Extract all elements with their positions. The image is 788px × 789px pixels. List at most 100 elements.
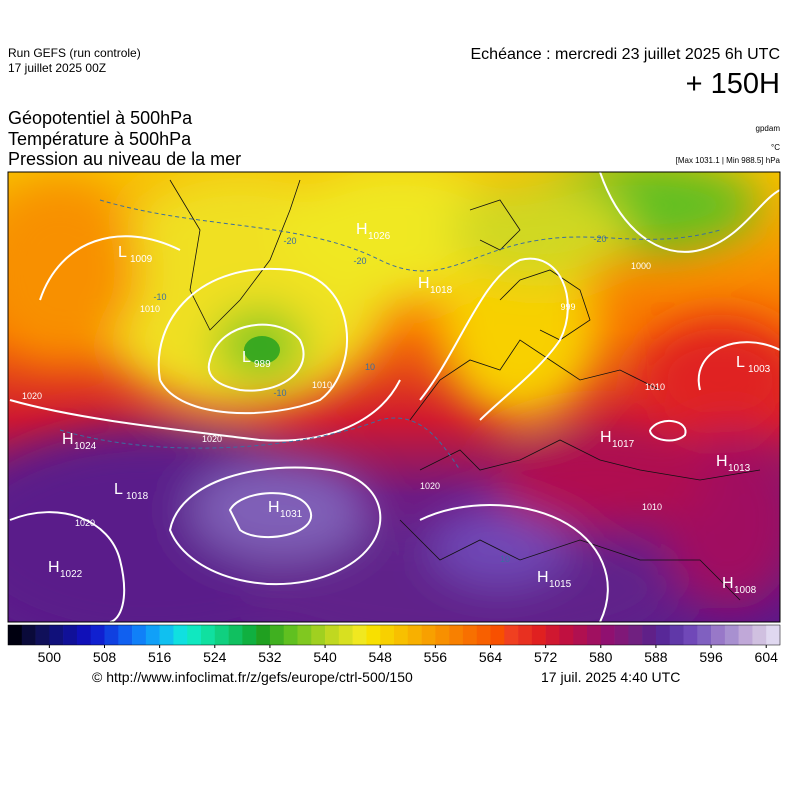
colorbar-swatch — [435, 625, 450, 645]
center-value: 1015 — [549, 579, 572, 590]
isobars — [9, 172, 780, 622]
colorbar-swatch — [490, 625, 505, 645]
colorbar-tick-label: 596 — [699, 649, 723, 665]
isobar-label: 1000 — [631, 261, 651, 271]
center-letter: H — [356, 221, 368, 238]
valid-time: Echéance : mercredi 23 juillet 2025 6h U… — [470, 46, 781, 63]
isobar-label: 999 — [560, 302, 575, 312]
colorbar-swatch — [8, 625, 23, 645]
colorbar-swatch — [738, 625, 753, 645]
lead-time: + 150H — [685, 68, 780, 100]
isotherms — [59, 199, 721, 471]
center-letter: H — [722, 575, 734, 592]
center-value: 1009 — [130, 254, 153, 265]
colorbar-frame — [7, 624, 781, 646]
colorbar-swatch — [187, 625, 202, 645]
center-letter: H — [716, 453, 728, 470]
colorbar-swatch — [283, 625, 298, 645]
isobar-label: 1020 — [202, 434, 222, 444]
colorbar-swatch — [159, 625, 174, 645]
colorbar-swatch — [104, 625, 119, 645]
colorbar-swatch — [173, 625, 188, 645]
colorbar-swatch — [132, 625, 147, 645]
center-letter: L — [114, 481, 123, 498]
isobar-label: 1010 — [645, 382, 665, 392]
colorbar-swatch — [325, 625, 340, 645]
colorbar-swatch — [476, 625, 491, 645]
center-value: 1022 — [60, 569, 83, 580]
colorbar-swatch — [559, 625, 574, 645]
center-letter: L — [118, 244, 127, 261]
colorbar-swatch — [655, 625, 671, 645]
colorbar-swatch — [766, 625, 781, 645]
colorbar-tick-label: 524 — [203, 649, 227, 665]
temperature-label: -10 — [153, 292, 166, 302]
colorbar-swatch — [269, 625, 285, 645]
colorbar-swatch — [573, 625, 588, 645]
colorbar-swatch — [587, 625, 602, 645]
colorbar-swatch — [201, 625, 216, 645]
center-letter: H — [418, 275, 430, 292]
center-letter: H — [537, 569, 549, 586]
center-value: 1031 — [280, 509, 303, 520]
isobar-label: 1020 — [75, 518, 95, 528]
center-letter: H — [62, 431, 74, 448]
title: Pression au niveau de la mer — [8, 149, 242, 169]
temperature-label: 10 — [365, 362, 375, 372]
colorbar-tick-label: 508 — [93, 649, 117, 665]
center-value: 1024 — [74, 441, 97, 452]
colorbar-swatch — [642, 625, 657, 645]
isobar-label: 1010 — [642, 502, 662, 512]
temperature-label: -20 — [353, 256, 366, 266]
colorbar-tick-label: 532 — [258, 649, 282, 665]
colorbar-swatch — [118, 625, 133, 645]
colorbar-swatch — [380, 625, 395, 645]
isobar-label: 1010 — [140, 304, 160, 314]
colorbar-swatch — [145, 625, 160, 645]
temperature-label: -20 — [283, 236, 296, 246]
colorbar-swatch — [297, 625, 312, 645]
center-letter: L — [736, 354, 745, 371]
isobar-label: 1020 — [22, 391, 42, 401]
colorbar-swatch — [21, 625, 36, 645]
colorbar-swatch — [711, 625, 726, 645]
low-core — [244, 336, 280, 364]
colorbar-swatch — [49, 625, 64, 645]
unit: [Max 1031.1 | Min 988.5] hPa — [675, 156, 780, 165]
unit: °C — [771, 143, 780, 152]
center-letter: L — [242, 349, 251, 366]
colorbar-swatch — [352, 625, 367, 645]
run-date: 17 juillet 2025 00Z — [8, 61, 107, 75]
colorbar-swatch — [90, 625, 105, 645]
colorbar-tick-label: 604 — [755, 649, 779, 665]
colorbar-tick-label: 580 — [589, 649, 613, 665]
colorbar-swatch — [338, 625, 353, 645]
colorbar-swatch — [242, 625, 257, 645]
coastlines — [169, 179, 761, 601]
colorbar-swatch — [311, 625, 326, 645]
center-letter: H — [48, 559, 60, 576]
colorbar-swatch — [407, 625, 422, 645]
map-frame — [7, 171, 781, 623]
colorbar-swatch — [752, 625, 767, 645]
colorbar-tick-label: 564 — [479, 649, 503, 665]
title: Géopotentiel à 500hPa — [8, 108, 193, 128]
colorbar-swatch — [628, 625, 643, 645]
temperature-label: 10 — [500, 554, 510, 564]
isobar-label: 1020 — [420, 481, 440, 491]
run-label: Run GEFS (run controle) — [8, 46, 141, 60]
colorbar-swatch — [697, 625, 712, 645]
center-value: 1008 — [734, 585, 757, 596]
colorbar-swatch — [256, 625, 271, 645]
colorbar-tick-label: 500 — [38, 649, 62, 665]
center-value: 1018 — [430, 285, 453, 296]
colorbar-tick-label: 548 — [369, 649, 393, 665]
center-value: 1003 — [748, 364, 771, 375]
colorbar-swatch — [614, 625, 629, 645]
unit: gpdam — [755, 124, 780, 133]
isobar-label: 1010 — [312, 380, 332, 390]
colorbar-swatch — [366, 625, 381, 645]
colorbar-swatch — [462, 625, 478, 645]
